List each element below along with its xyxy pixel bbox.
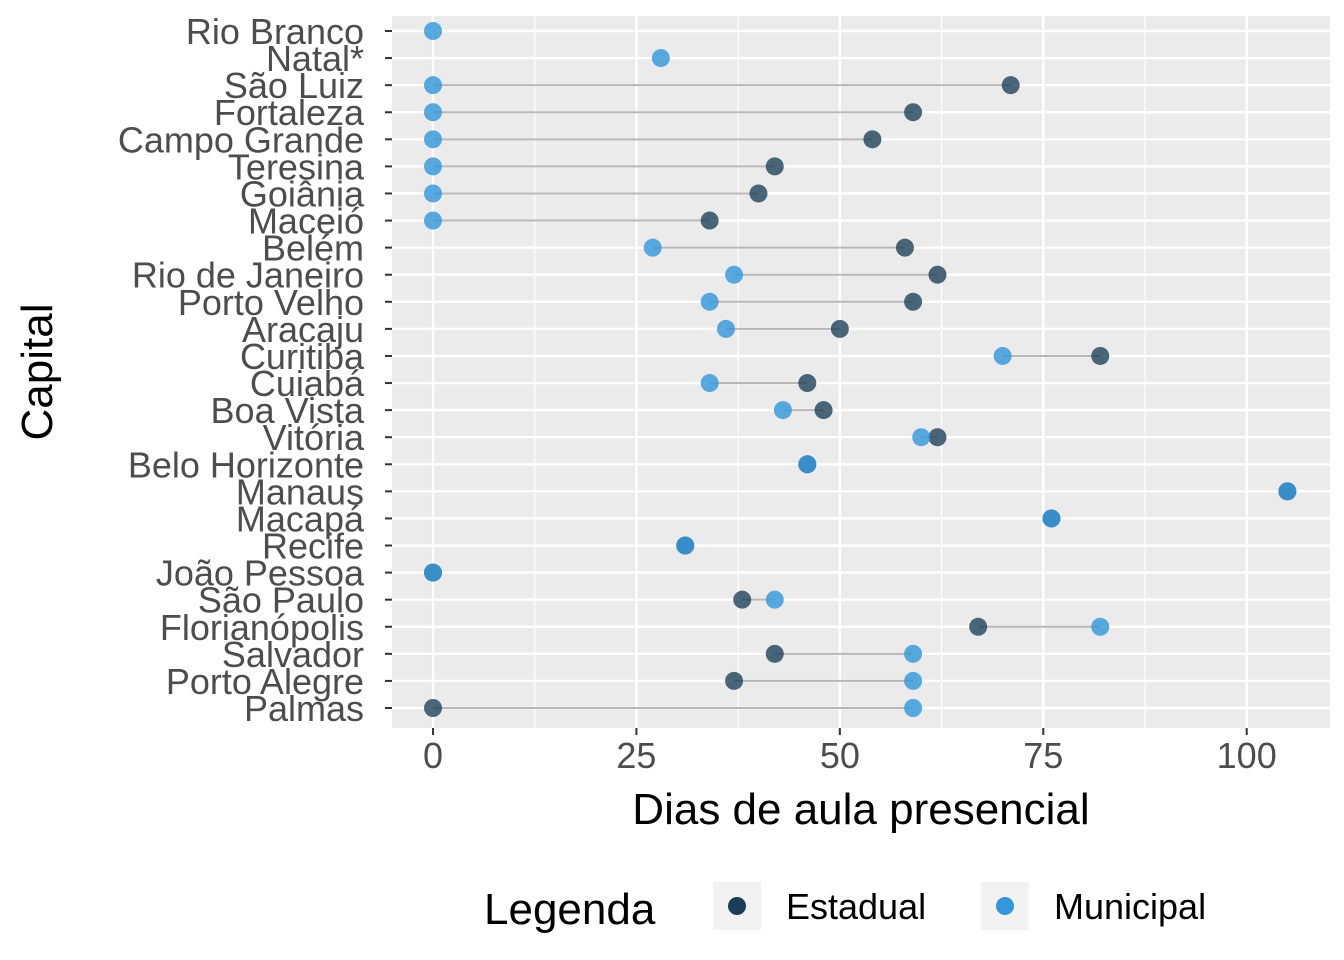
point-municipal bbox=[1042, 509, 1061, 528]
point-municipal bbox=[651, 49, 670, 68]
y-tick-label: Cuiabá bbox=[250, 363, 365, 404]
y-tick-label: Rio de Janeiro bbox=[132, 255, 364, 296]
point-estadual bbox=[830, 319, 849, 338]
point-estadual bbox=[904, 292, 923, 311]
point-estadual bbox=[863, 130, 882, 149]
point-estadual bbox=[424, 699, 442, 717]
y-tick-label: São Luiz bbox=[224, 65, 364, 106]
point-municipal bbox=[725, 265, 744, 284]
y-tick-label: Curitiba bbox=[240, 336, 365, 377]
point-municipal bbox=[700, 374, 719, 393]
data-points bbox=[424, 22, 1297, 717]
legend-key-municipal bbox=[996, 897, 1014, 915]
y-tick-label: Florianópolis bbox=[160, 607, 364, 648]
y-tick-label: Manaus bbox=[236, 471, 364, 512]
point-municipal bbox=[424, 130, 442, 149]
y-tick-label: Belém bbox=[262, 228, 364, 269]
point-municipal bbox=[643, 238, 662, 257]
point-municipal bbox=[993, 346, 1012, 365]
y-tick-label: Belo Horizonte bbox=[128, 444, 364, 485]
point-estadual bbox=[969, 617, 988, 636]
y-tick-label: Natal* bbox=[266, 38, 364, 79]
point-estadual bbox=[733, 590, 752, 609]
point-municipal bbox=[424, 22, 442, 40]
y-tick-label: Maceió bbox=[248, 201, 364, 242]
point-municipal bbox=[700, 292, 719, 311]
point-municipal bbox=[424, 211, 442, 230]
point-municipal bbox=[424, 157, 442, 176]
point-estadual bbox=[928, 265, 947, 284]
point-municipal bbox=[716, 319, 735, 338]
point-estadual bbox=[725, 671, 744, 690]
y-tick-label: Palmas bbox=[244, 688, 364, 729]
y-tick-label: Rio Branco bbox=[186, 11, 364, 52]
x-tick-label: 100 bbox=[1217, 735, 1277, 776]
x-tick-label: 0 bbox=[423, 735, 443, 776]
point-estadual bbox=[1001, 76, 1020, 95]
legend-items: Estadual Municipal bbox=[713, 882, 1206, 930]
legend-label-municipal: Municipal bbox=[1054, 886, 1206, 927]
point-estadual bbox=[798, 374, 817, 393]
y-tick-label: Fortaleza bbox=[214, 92, 365, 133]
point-municipal bbox=[798, 455, 817, 474]
point-municipal bbox=[1091, 617, 1110, 636]
point-municipal bbox=[676, 536, 695, 555]
y-tick-label: Vitória bbox=[263, 417, 365, 458]
point-municipal bbox=[904, 699, 923, 717]
point-estadual bbox=[904, 103, 923, 122]
x-tick-label: 50 bbox=[820, 735, 860, 776]
point-municipal bbox=[912, 428, 931, 447]
point-estadual bbox=[765, 157, 784, 176]
point-municipal bbox=[424, 184, 442, 203]
y-tick-label: Aracaju bbox=[242, 309, 364, 350]
y-tick-label: Campo Grande bbox=[118, 119, 364, 160]
y-tick-label: Goiânia bbox=[240, 173, 365, 214]
point-estadual bbox=[1091, 346, 1110, 365]
point-municipal bbox=[1278, 482, 1297, 501]
y-tick-label: Teresina bbox=[228, 146, 365, 187]
point-municipal bbox=[773, 401, 792, 420]
point-estadual bbox=[895, 238, 914, 257]
point-estadual bbox=[765, 644, 784, 663]
point-municipal bbox=[424, 76, 442, 95]
point-municipal bbox=[904, 644, 923, 663]
y-tick-label: João Pessoa bbox=[156, 553, 365, 594]
legend-key-estadual bbox=[728, 897, 746, 915]
y-axis-title: Capital bbox=[13, 304, 62, 441]
x-axis-title: Dias de aula presencial bbox=[632, 785, 1089, 834]
y-tick-label: Salvador bbox=[222, 634, 364, 675]
point-municipal bbox=[904, 671, 923, 690]
y-tick-label: Macapá bbox=[236, 498, 365, 539]
legend-label-estadual: Estadual bbox=[786, 886, 926, 927]
x-axis: 0 25 50 75 100 bbox=[423, 728, 1277, 776]
y-tick-label: São Paulo bbox=[198, 580, 364, 621]
legend: Legenda Estadual Municipal bbox=[484, 882, 1206, 934]
point-municipal bbox=[765, 590, 784, 609]
point-estadual bbox=[814, 401, 833, 420]
y-tick-label: Porto Velho bbox=[178, 282, 364, 323]
point-municipal bbox=[424, 103, 442, 122]
x-tick-label: 75 bbox=[1023, 735, 1063, 776]
y-tick-label: Boa Vista bbox=[211, 390, 365, 431]
minor-grid bbox=[534, 16, 1146, 728]
connector-segments bbox=[433, 84, 1101, 709]
panel-background bbox=[392, 16, 1330, 728]
y-tick-label: Recife bbox=[262, 526, 364, 567]
point-municipal bbox=[424, 563, 442, 582]
point-estadual bbox=[749, 184, 768, 203]
legend-title: Legenda bbox=[484, 885, 656, 934]
y-tick-label: Porto Alegre bbox=[166, 661, 364, 702]
point-estadual bbox=[700, 211, 719, 230]
point-estadual bbox=[928, 428, 947, 447]
x-tick-label: 25 bbox=[616, 735, 656, 776]
